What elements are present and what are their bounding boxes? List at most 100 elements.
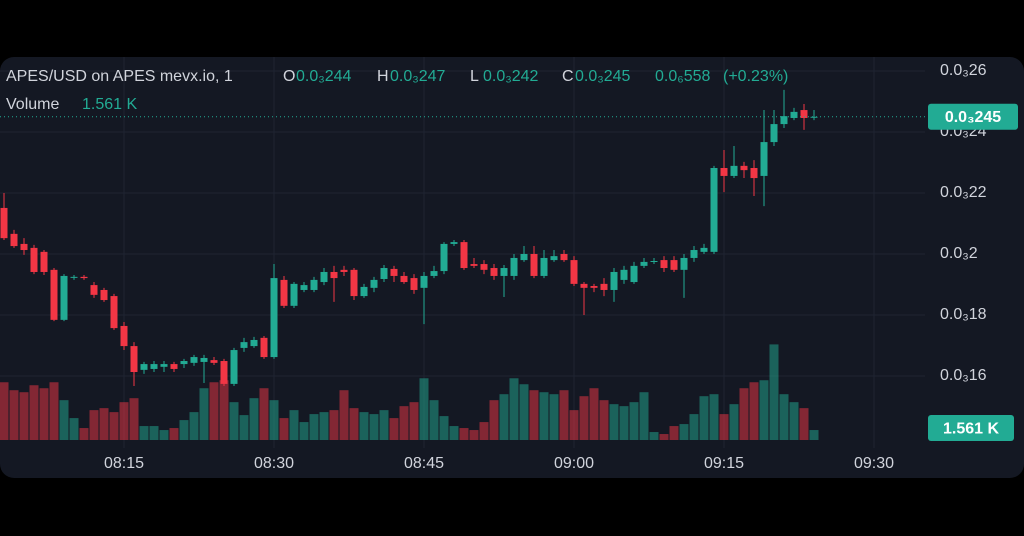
ohlc-key: L: [470, 68, 479, 85]
candle-body: [620, 269, 628, 280]
candle-body: [10, 233, 18, 247]
price-tag: [928, 103, 1018, 130]
volume-bar: [409, 402, 419, 440]
candle-body: [20, 243, 28, 251]
candle-body: [680, 257, 688, 270]
volume-bar: [599, 400, 609, 440]
volume-bar: [769, 344, 779, 440]
candle-body: [400, 275, 408, 283]
candle-body: [0, 207, 8, 239]
candle-body: [640, 261, 648, 266]
volume-bar: [459, 428, 469, 440]
volume-bar: [739, 388, 749, 440]
candle-body: [310, 279, 318, 290]
volume-bar: [579, 396, 589, 440]
candle-body: [80, 276, 88, 279]
legend-header: APES/USD on APES mevx.io, 1 Volume 1.561…: [6, 68, 788, 113]
x-tick-label: 08:15: [104, 455, 144, 472]
candle-body: [280, 279, 288, 306]
ohlc-value: 0.0₃244: [296, 68, 352, 85]
volume-bar: [149, 426, 159, 440]
ohlc-key: H: [377, 68, 389, 85]
candle-body: [60, 275, 68, 320]
candle-body: [770, 124, 778, 143]
volume-bar: [0, 382, 9, 440]
volume-bar: [659, 434, 669, 440]
candle-body: [250, 339, 258, 347]
candle-body: [810, 116, 818, 118]
change-pct: (+0.23%): [723, 68, 788, 85]
candle-body: [610, 271, 618, 290]
candle-body: [780, 116, 788, 125]
volume-bar: [449, 426, 459, 440]
candle-body: [200, 357, 208, 362]
volume-bar: [269, 400, 279, 440]
candle-body: [460, 242, 468, 269]
candle-body: [690, 250, 698, 258]
volume-bar: [69, 418, 79, 440]
volume-value: 1.561 K: [82, 96, 137, 113]
volume-bar: [179, 420, 189, 440]
volume-bar: [209, 382, 219, 440]
volume-bar: [359, 412, 369, 440]
candle-body: [430, 271, 438, 276]
volume-bar: [79, 428, 89, 440]
candle-body: [410, 278, 418, 290]
candle-body: [740, 165, 748, 171]
volume-bar: [249, 398, 259, 440]
x-tick-label: 09:00: [554, 455, 594, 472]
volume-bar: [559, 390, 569, 440]
candle-body: [370, 279, 378, 288]
candle-body: [360, 286, 368, 297]
volume-bar: [289, 410, 299, 440]
volume-bar: [689, 414, 699, 440]
volume-bar: [259, 388, 269, 440]
candle-body: [730, 165, 738, 176]
symbol: APES/USD on APES mevx.io, 1: [6, 68, 233, 85]
ohlc-key: C: [562, 68, 574, 85]
volume-bar: [419, 378, 429, 440]
volume-tag: [928, 415, 1014, 442]
candle-body: [320, 271, 328, 283]
candle-body: [210, 360, 218, 363]
volume-bar: [719, 414, 729, 440]
price-tag-label: 0.0₃245: [945, 109, 1001, 126]
volume-bar: [749, 382, 759, 440]
candle-body: [260, 337, 268, 358]
candle-body: [140, 364, 148, 370]
candle-body: [300, 285, 308, 290]
volume-bar: [339, 390, 349, 440]
volume-bar: [139, 426, 149, 440]
volume-tag-label: 1.561 K: [943, 420, 999, 437]
volume-bar: [89, 410, 99, 440]
ohlc-value: 0.0₃242: [483, 68, 539, 85]
volume-bar: [799, 408, 809, 440]
volume-bar: [119, 402, 129, 440]
candle-body: [490, 268, 498, 276]
volume-bar: [329, 410, 339, 440]
volume-bar: [399, 406, 409, 440]
candle-body: [110, 296, 118, 329]
candle-body: [440, 243, 448, 272]
volume-bar: [429, 400, 439, 440]
volume-bar: [59, 400, 69, 440]
candle-body: [600, 283, 608, 290]
candle-body: [520, 253, 528, 261]
volume-bar: [199, 388, 209, 440]
volume-bar: [679, 424, 689, 440]
volume-label: Volume: [6, 96, 59, 113]
volume-bar: [529, 390, 539, 440]
volume-bar: [699, 396, 709, 440]
volume-bar: [389, 418, 399, 440]
volume-bar: [589, 388, 599, 440]
candle-body: [150, 364, 158, 369]
y-tick-label: 0.0₃22: [940, 184, 987, 201]
volume-bar: [709, 394, 719, 440]
candle-body: [630, 265, 638, 283]
candle-body: [390, 268, 398, 276]
volume-bar: [509, 378, 519, 440]
candle-body: [270, 278, 278, 358]
candle-body: [750, 167, 758, 179]
candle-body: [450, 242, 458, 244]
